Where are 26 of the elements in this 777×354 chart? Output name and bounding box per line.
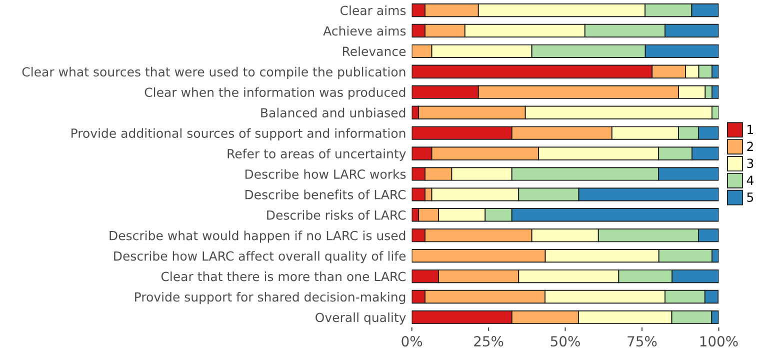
y-tick-label: Describe benefits of LARC — [245, 190, 406, 200]
x-tick-label: 75% — [628, 336, 657, 347]
y-tick-label: Clear that there is more than one LARC — [161, 272, 406, 282]
legend-label: 2 — [747, 142, 753, 151]
y-tick-label: Clear when the information was produced — [144, 87, 406, 100]
x-tick-label: 25% — [474, 336, 504, 347]
x-tick-label: 50% — [550, 336, 580, 347]
legend-label: 3 — [747, 158, 754, 168]
y-tick-label: Describe how LARC works — [245, 169, 406, 179]
y-tick-label: Provide support for shared decision-making — [135, 292, 406, 304]
y-tick-label: Clear what sources that were used to compile the publication — [22, 66, 406, 79]
y-tick-label: Describe what would happen if no LARC is used — [110, 230, 406, 243]
legend-label: 1 — [748, 124, 754, 134]
y-tick-label: Describe how LARC affect overall quality of life — [114, 251, 406, 264]
legend-label: 4 — [746, 176, 754, 185]
y-tick-label: Describe risks of LARC — [267, 210, 406, 220]
y-tick-label: Balanced and unbiased — [261, 108, 406, 118]
y-tick-label: Overall quality — [316, 312, 406, 325]
y-tick-label: Relevance — [342, 46, 406, 56]
y-tick-label: Provide additional sources of support and information — [72, 128, 406, 140]
legend-label: 5 — [747, 192, 754, 202]
y-tick-label: Clear aims — [340, 5, 406, 16]
x-tick-label: 100% — [700, 336, 738, 347]
x-tick-label: 0% — [402, 336, 422, 347]
y-tick-label: Achieve aims — [323, 26, 406, 36]
y-tick-label: Refer to areas of uncertainty — [228, 148, 406, 161]
